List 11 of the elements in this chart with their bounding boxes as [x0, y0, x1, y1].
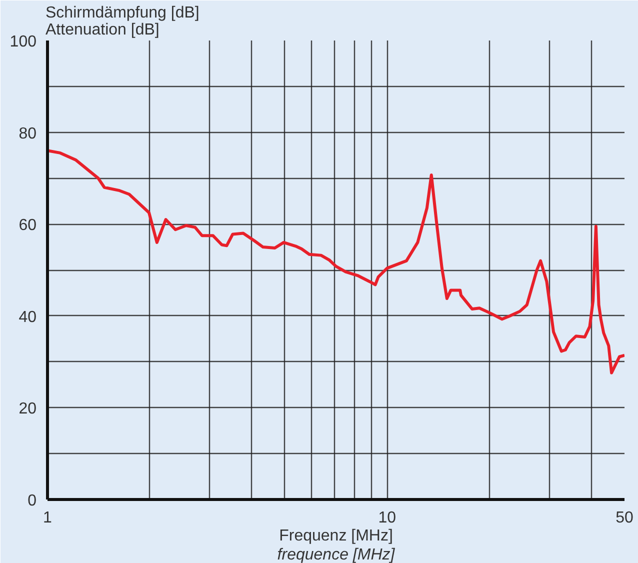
y-tick-label: 100 [10, 34, 37, 50]
x-tick-label: 50 [616, 510, 634, 526]
y-tick-label: 60 [18, 217, 37, 234]
y-tick-label: 80 [18, 125, 37, 142]
y-tick-label: 0 [28, 492, 37, 510]
y-axis-title: Schirmdämpfung [dB] Attenuation [dB] [46, 4, 200, 38]
y-tick-label: 20 [18, 400, 37, 418]
x-tick-label: 10 [378, 510, 396, 526]
x-tick-label: 1 [43, 510, 52, 526]
y-tick-label: 40 [18, 308, 37, 326]
x-axis-title: Frequenz [MHz] frequence [MHz] [277, 528, 396, 563]
